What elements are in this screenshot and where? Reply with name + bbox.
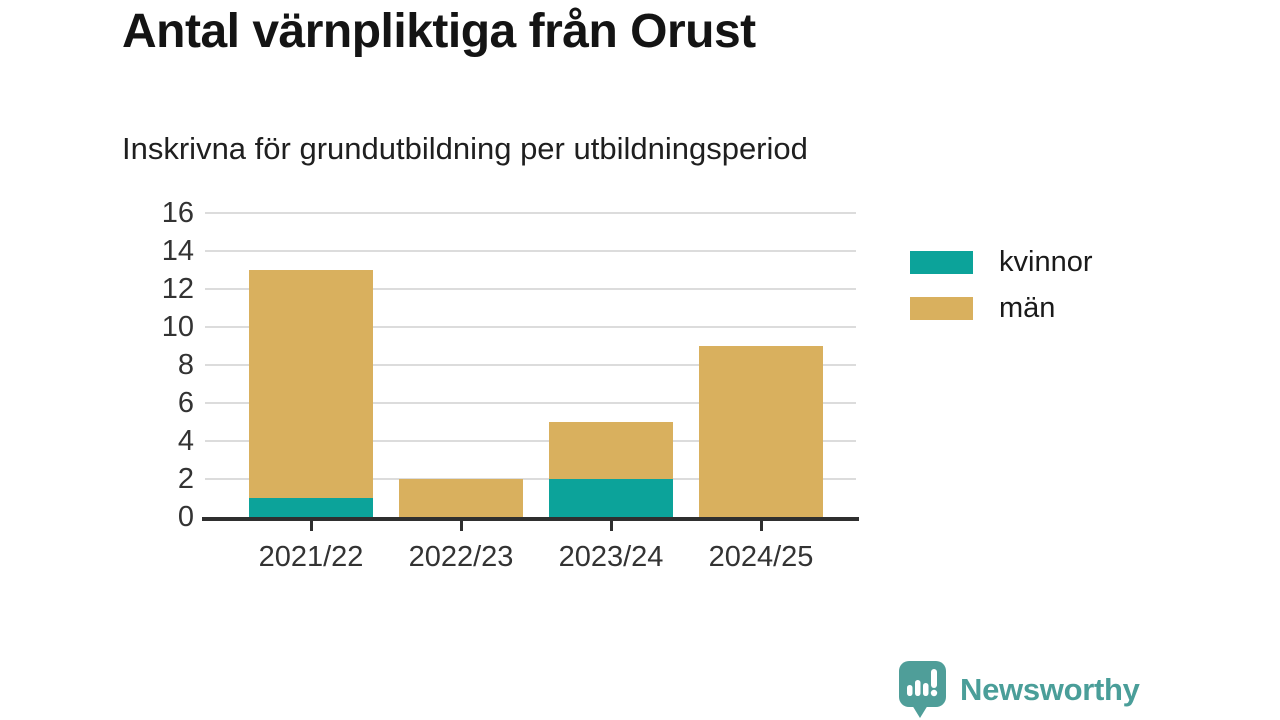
y-axis-tick-label: 8 [177, 349, 194, 381]
gridline [205, 288, 856, 290]
gridline [205, 326, 856, 328]
chart-subtitle: Inskrivna för grundutbildning per utbild… [122, 131, 808, 166]
newsworthy-logo: Newsworthy [899, 661, 1140, 719]
x-axis-tick-label: 2022/23 [408, 541, 514, 573]
legend-swatch-icon [910, 251, 973, 274]
gridline [205, 212, 856, 214]
legend-label: män [999, 292, 1056, 324]
legend-item-män: män [910, 292, 1093, 325]
page-title: Antal värnpliktiga från Orust [122, 5, 756, 58]
x-axis-tick [309, 521, 313, 531]
newsworthy-bubble-chart-icon [899, 661, 946, 718]
y-axis-tick-label: 14 [161, 235, 194, 267]
y-axis-tick-label: 10 [161, 311, 194, 343]
x-axis-tick [609, 521, 613, 531]
newsworthy-wordmark: Newsworthy [960, 672, 1140, 707]
y-axis-tick-label: 0 [177, 501, 194, 533]
bar-segment-män [399, 479, 523, 517]
legend: kvinnor män [910, 246, 1093, 325]
x-axis-tick-label: 2023/24 [558, 541, 664, 573]
gridline [205, 478, 856, 480]
y-axis-tick-label: 2 [177, 463, 194, 495]
y-axis-tick-label: 12 [161, 273, 194, 305]
gridline [205, 250, 856, 252]
bar-segment-män [699, 346, 823, 517]
x-axis-tick [759, 521, 763, 531]
y-axis-tick-label: 6 [177, 387, 194, 419]
bar-segment-män [249, 270, 373, 498]
x-axis-line [202, 517, 859, 521]
bar-segment-män [549, 422, 673, 479]
gridline [205, 364, 856, 366]
y-axis-tick-label: 4 [177, 425, 194, 457]
gridline [205, 402, 856, 404]
legend-item-kvinnor: kvinnor [910, 246, 1093, 279]
x-axis-tick [459, 521, 463, 531]
bar-segment-kvinnor [549, 479, 673, 517]
y-axis-tick-label: 16 [161, 197, 194, 229]
legend-swatch-icon [910, 297, 973, 320]
x-axis-tick-label: 2021/22 [258, 541, 364, 573]
gridline [205, 440, 856, 442]
x-axis-tick-label: 2024/25 [708, 541, 814, 573]
bar-segment-kvinnor [249, 498, 373, 517]
legend-label: kvinnor [999, 246, 1093, 278]
